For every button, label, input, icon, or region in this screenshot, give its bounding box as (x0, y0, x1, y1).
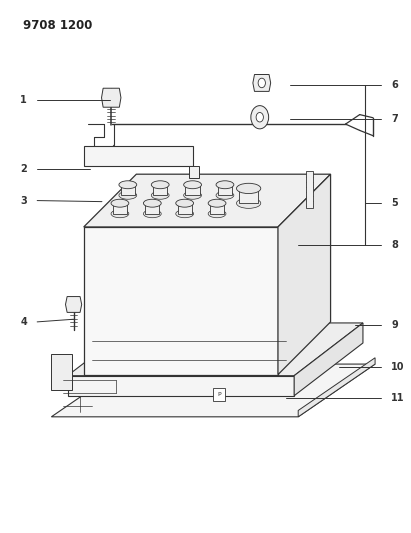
Polygon shape (113, 203, 127, 214)
Ellipse shape (176, 199, 194, 207)
Text: P: P (217, 392, 221, 397)
Ellipse shape (208, 199, 226, 207)
Ellipse shape (208, 210, 226, 217)
Polygon shape (145, 203, 159, 214)
Circle shape (258, 78, 266, 88)
Ellipse shape (236, 183, 261, 193)
Polygon shape (189, 166, 199, 178)
Ellipse shape (176, 210, 194, 217)
Text: 5: 5 (391, 198, 398, 208)
Text: 8: 8 (391, 240, 398, 251)
Ellipse shape (143, 210, 161, 217)
Ellipse shape (216, 181, 234, 189)
Polygon shape (67, 323, 363, 376)
Text: 1: 1 (20, 95, 27, 106)
Polygon shape (153, 185, 167, 195)
Polygon shape (102, 88, 121, 107)
Text: 7: 7 (391, 114, 398, 124)
Text: 4: 4 (20, 317, 27, 327)
Polygon shape (298, 358, 375, 417)
Polygon shape (84, 146, 193, 166)
Polygon shape (84, 227, 278, 375)
Polygon shape (306, 171, 313, 208)
Polygon shape (185, 185, 200, 195)
Polygon shape (218, 185, 232, 195)
Polygon shape (51, 364, 375, 417)
Polygon shape (278, 174, 330, 375)
Polygon shape (84, 174, 330, 227)
Polygon shape (121, 185, 135, 195)
Polygon shape (294, 323, 363, 395)
Ellipse shape (111, 210, 129, 217)
Ellipse shape (143, 199, 161, 207)
Polygon shape (178, 203, 192, 214)
Polygon shape (51, 353, 72, 391)
Polygon shape (239, 189, 259, 203)
Circle shape (251, 106, 269, 129)
Ellipse shape (216, 191, 234, 199)
Circle shape (256, 112, 263, 122)
Ellipse shape (119, 181, 137, 189)
Ellipse shape (119, 191, 137, 199)
Ellipse shape (236, 198, 261, 208)
Text: 9708 1200: 9708 1200 (23, 19, 92, 31)
Text: 6: 6 (391, 79, 398, 90)
Text: 11: 11 (391, 393, 405, 403)
Polygon shape (210, 203, 224, 214)
Ellipse shape (111, 199, 129, 207)
Ellipse shape (151, 191, 169, 199)
Text: 9: 9 (391, 319, 398, 329)
Text: 2: 2 (20, 164, 27, 174)
Text: 10: 10 (391, 362, 405, 372)
Polygon shape (213, 388, 225, 401)
Text: 3: 3 (20, 196, 27, 206)
Polygon shape (67, 376, 294, 395)
Ellipse shape (184, 191, 201, 199)
Polygon shape (253, 75, 271, 91)
Polygon shape (65, 296, 82, 312)
Ellipse shape (151, 181, 169, 189)
Ellipse shape (184, 181, 201, 189)
